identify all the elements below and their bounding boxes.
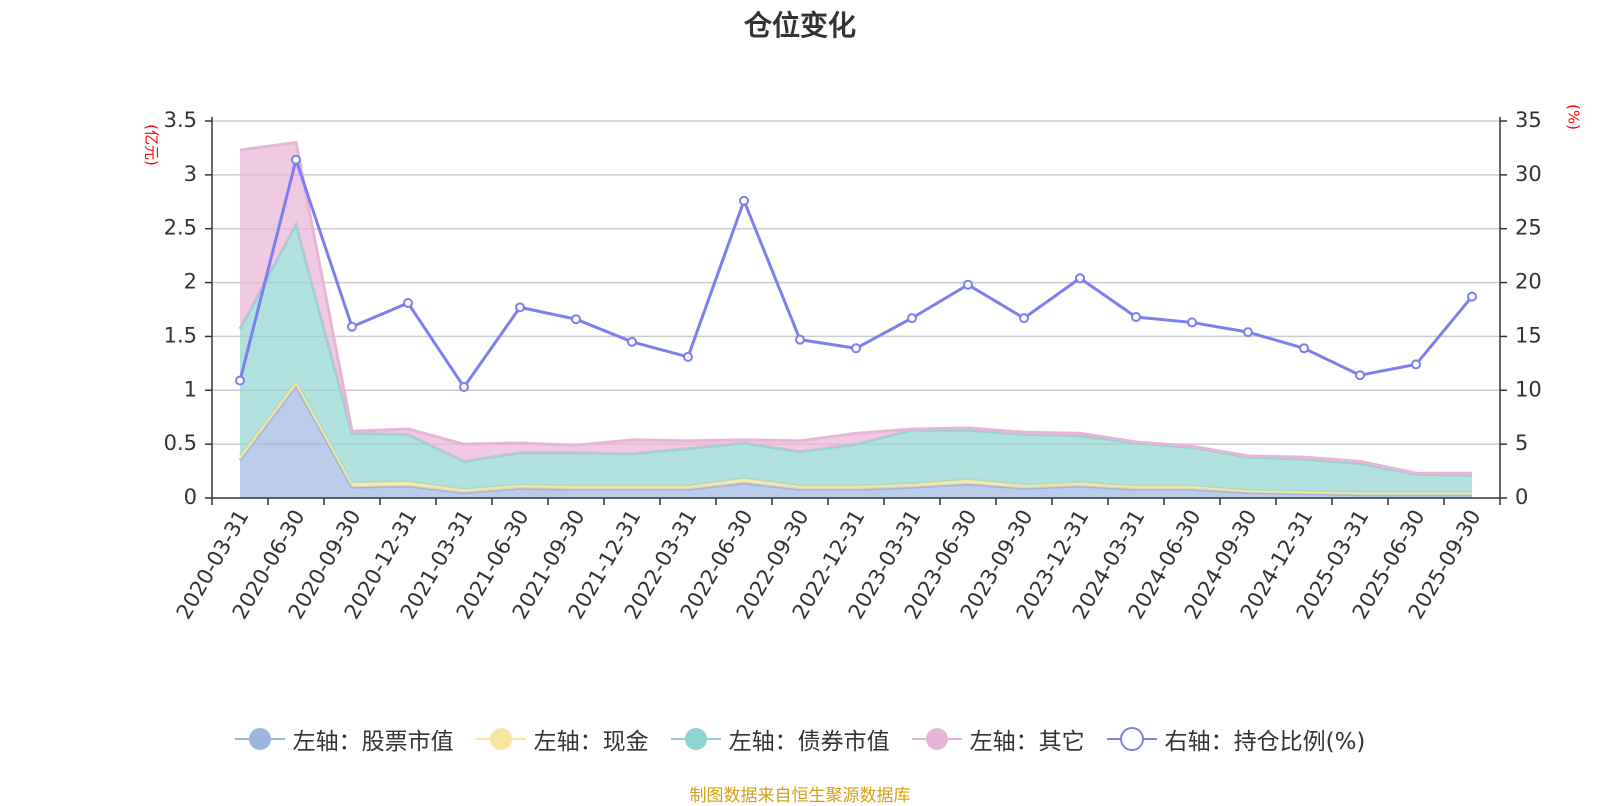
- ratio-point: [1467, 291, 1477, 302]
- left-tick-label: 1.5: [164, 323, 197, 347]
- area-bond: [240, 224, 1472, 493]
- left-tick-label: 2.5: [164, 216, 197, 240]
- legend-item-cash[interactable]: 左轴：现金: [475, 722, 649, 756]
- ratio-point: [1187, 317, 1197, 328]
- ratio-point: [1243, 327, 1253, 338]
- left-tick-label: 3: [184, 162, 197, 186]
- legend-item-bond[interactable]: 左轴：债券市值: [670, 722, 890, 756]
- legend-label-ratio: 右轴：持仓比例(%): [1164, 729, 1366, 755]
- ratio-point: [851, 343, 861, 354]
- ratio-point: [1019, 313, 1029, 324]
- legend-bond-icon: [670, 728, 721, 750]
- left-tick-label: 3.5: [164, 108, 197, 132]
- area-edge-other: [239, 140, 1472, 475]
- left-tick-label: 2: [184, 270, 197, 294]
- axes: 00.511.522.533.5051015202530352020-03-31…: [164, 108, 1542, 623]
- right-tick-label: 30: [1515, 162, 1542, 186]
- area-other: [240, 142, 1472, 476]
- grid-lines: [212, 120, 1500, 445]
- left-tick-label: 1: [184, 377, 197, 401]
- ratio-point: [739, 195, 749, 206]
- ratio-point: [459, 382, 469, 393]
- right-tick-label: 5: [1515, 431, 1528, 455]
- right-tick-label: 15: [1515, 323, 1542, 347]
- right-tick-label: 20: [1515, 270, 1542, 294]
- data-source-note: 制图数据来自恒生聚源数据库: [689, 786, 911, 806]
- left-tick-label: 0: [184, 485, 197, 509]
- ratio-point: [627, 336, 637, 347]
- ratio-point: [291, 154, 301, 165]
- legend: 左轴：股票市值 左轴：现金 左轴：债券市值 左轴：其它 右轴：持仓比例(%): [0, 722, 1600, 756]
- ratio-point: [1131, 312, 1141, 323]
- legend-ratio-icon: [1106, 727, 1157, 751]
- ratio-point: [235, 375, 245, 386]
- legend-label-stock: 左轴：股票市值: [292, 729, 454, 755]
- ratio-point: [683, 351, 693, 362]
- legend-item-stock[interactable]: 左轴：股票市值: [234, 722, 454, 756]
- ratio-point: [347, 321, 357, 332]
- ratio-point: [1355, 370, 1365, 381]
- ratio-point: [571, 314, 581, 325]
- right-tick-label: 0: [1515, 485, 1528, 509]
- ratio-point: [907, 313, 917, 324]
- legend-item-ratio[interactable]: 右轴：持仓比例(%): [1106, 722, 1366, 756]
- left-axis-unit: (亿元): [143, 124, 161, 166]
- ratio-point: [1411, 359, 1421, 370]
- legend-label-other: 左轴：其它: [969, 729, 1085, 755]
- legend-stock-icon: [234, 728, 285, 750]
- ratio-point: [515, 302, 525, 313]
- legend-other-icon: [911, 728, 962, 750]
- stacked-areas: [238, 140, 1473, 498]
- chart-title: 仓位变化: [743, 9, 856, 42]
- ratio-point: [795, 334, 805, 345]
- ratio-point: [1075, 273, 1085, 284]
- ratio-point: [1299, 343, 1309, 354]
- legend-label-cash: 左轴：现金: [533, 729, 649, 755]
- right-tick-label: 10: [1515, 377, 1542, 401]
- right-tick-label: 35: [1515, 108, 1542, 132]
- legend-item-other[interactable]: 左轴：其它: [911, 722, 1085, 756]
- ratio-line-series: [235, 154, 1477, 393]
- legend-cash-icon: [475, 728, 526, 750]
- ratio-point: [963, 279, 973, 290]
- right-tick-label: 25: [1515, 216, 1542, 240]
- left-tick-label: 0.5: [164, 431, 197, 455]
- legend-label-bond: 左轴：债券市值: [728, 729, 890, 755]
- ratio-point: [403, 298, 413, 309]
- right-axis-unit: (%): [1565, 104, 1583, 130]
